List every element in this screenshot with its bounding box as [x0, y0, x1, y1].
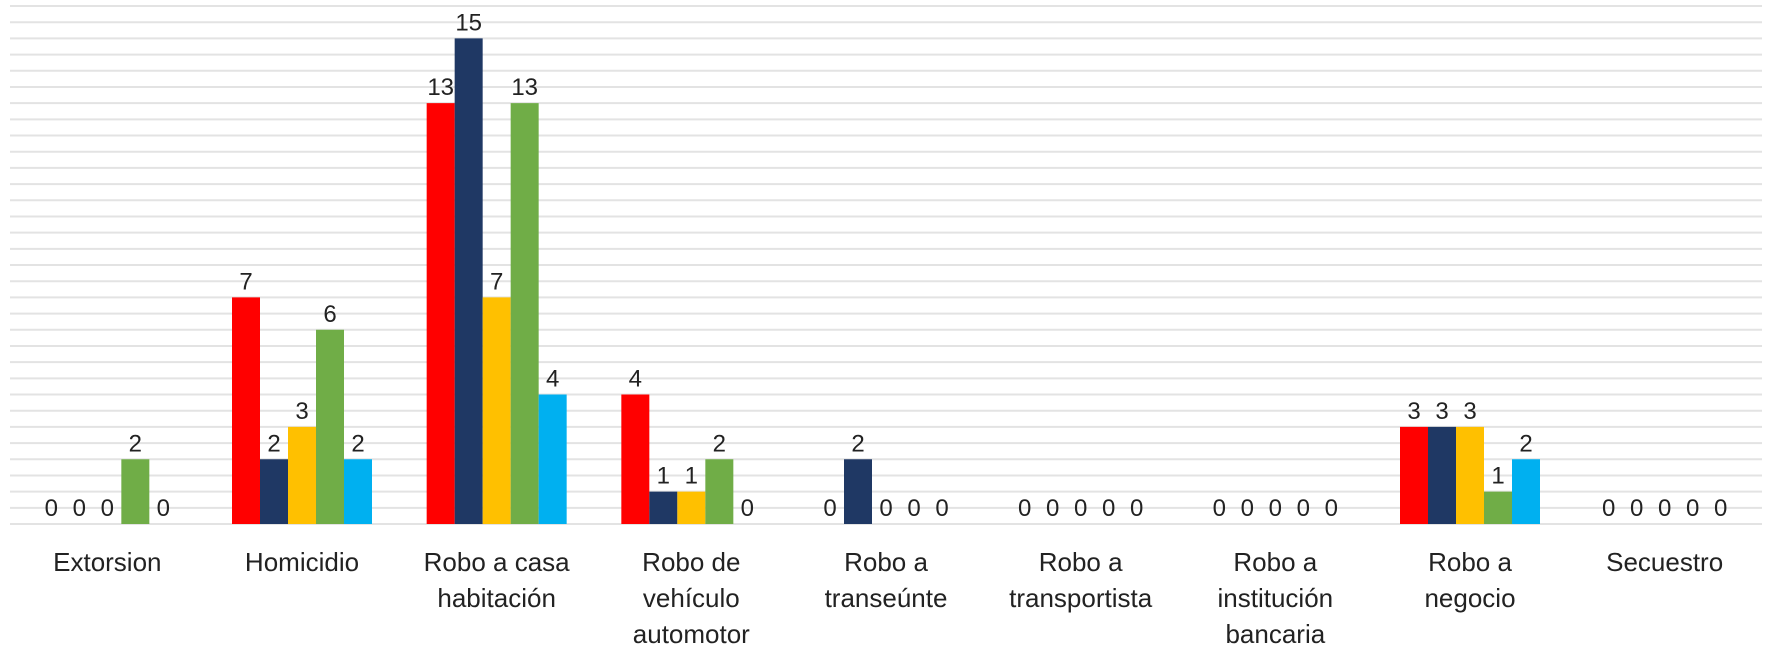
data-label: 3 — [295, 398, 308, 425]
data-label: 0 — [935, 495, 948, 522]
data-label: 7 — [490, 268, 503, 295]
x-tick-label: Robo a institución bancaria — [1217, 547, 1334, 649]
x-tick-label: Robo de vehículo automotor — [632, 547, 750, 649]
data-label: 0 — [1074, 495, 1087, 522]
x-tick-label: Robo a negocio — [1424, 547, 1516, 613]
data-label: 2 — [713, 430, 726, 457]
x-tick-label: Extorsion — [53, 547, 162, 577]
bar — [482, 297, 511, 524]
bar — [1512, 459, 1540, 524]
data-label: 13 — [511, 74, 538, 101]
data-label: 2 — [851, 430, 864, 457]
bar — [844, 459, 872, 524]
data-label: 0 — [101, 495, 114, 522]
bar — [1428, 426, 1456, 524]
bar — [288, 426, 316, 524]
data-label: 13 — [427, 74, 454, 101]
data-label: 0 — [823, 495, 836, 522]
data-label: 0 — [907, 495, 920, 522]
data-label: 3 — [1435, 398, 1448, 425]
data-label: 0 — [45, 495, 58, 522]
data-label: 7 — [239, 268, 252, 295]
data-label: 1 — [1491, 463, 1504, 490]
bar — [538, 394, 567, 524]
data-label: 2 — [129, 430, 142, 457]
bar — [1484, 491, 1512, 524]
bar — [1400, 426, 1428, 524]
data-label: 1 — [685, 463, 698, 490]
data-label: 15 — [455, 9, 482, 36]
data-label: 0 — [1213, 495, 1226, 522]
data-label: 0 — [1102, 495, 1115, 522]
bar — [121, 459, 150, 524]
x-tick-label: Robo a casa habitación — [423, 547, 570, 613]
data-label: 0 — [1269, 495, 1282, 522]
data-label: 2 — [1519, 430, 1532, 457]
data-label: 3 — [1407, 398, 1420, 425]
data-label: 0 — [1714, 495, 1727, 522]
data-label: 0 — [1602, 495, 1615, 522]
data-label: 6 — [323, 301, 336, 328]
data-label: 0 — [157, 495, 170, 522]
data-label: 0 — [1130, 495, 1143, 522]
data-label: 2 — [267, 430, 280, 457]
x-tick-label: Secuestro — [1606, 547, 1724, 577]
x-tick-label: Robo a transportista — [1009, 547, 1153, 613]
data-label: 0 — [1325, 495, 1338, 522]
data-label: 3 — [1463, 398, 1476, 425]
bar — [316, 329, 344, 524]
data-label: 1 — [657, 463, 670, 490]
bar — [232, 297, 260, 524]
data-label: 4 — [546, 366, 559, 393]
bar — [649, 491, 678, 524]
data-label: 0 — [1046, 495, 1059, 522]
data-label: 0 — [1297, 495, 1310, 522]
data-label: 0 — [1018, 495, 1031, 522]
bar — [510, 103, 539, 524]
bar — [1456, 426, 1484, 524]
data-label: 0 — [1630, 495, 1643, 522]
data-label: 0 — [1241, 495, 1254, 522]
data-label: 0 — [1658, 495, 1671, 522]
bar — [426, 103, 455, 524]
x-tick-label: Homicidio — [244, 547, 360, 577]
bar — [344, 459, 372, 524]
bar — [260, 459, 288, 524]
data-label: 0 — [73, 495, 86, 522]
bar — [621, 394, 650, 524]
bar — [677, 491, 706, 524]
data-label: 0 — [879, 495, 892, 522]
data-label: 4 — [629, 366, 642, 393]
data-label: 0 — [741, 495, 754, 522]
x-tick-label: Robo a transeúnte — [824, 547, 948, 613]
data-label: 0 — [1686, 495, 1699, 522]
bar — [705, 459, 734, 524]
data-label: 2 — [351, 430, 364, 457]
bar — [454, 38, 483, 524]
